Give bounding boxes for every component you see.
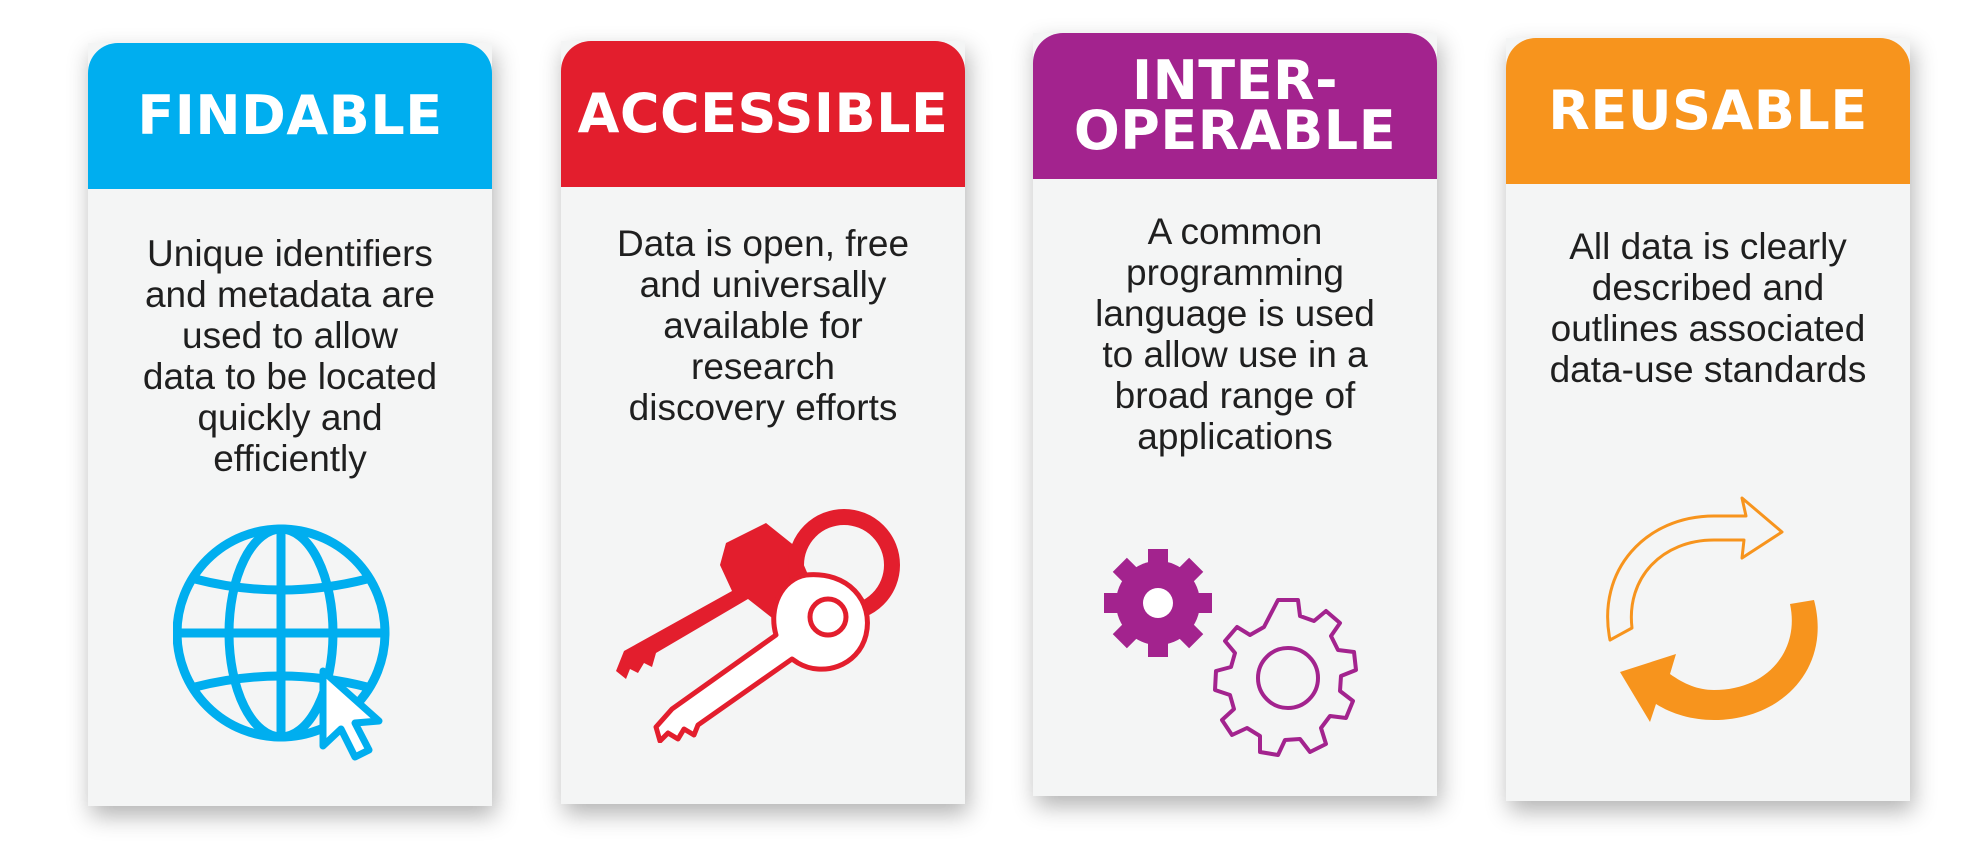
card-description: Unique identifiers and metadata are used… [142,233,438,479]
card-header: ACCESSIBLE [561,41,965,187]
globe-with-cursor-icon [173,524,390,761]
card-title-line-2: OPERABLE [1073,99,1397,162]
card-interoperable: INTER- OPERABLE A common programming lan… [1033,33,1437,796]
card-description: All data is clearly described and outlin… [1549,226,1867,390]
card-findable: FINDABLE Unique identifiers and metadata… [88,43,492,806]
keys-icon [616,509,900,743]
card-title: REUSABLE [1548,79,1868,142]
card-header: FINDABLE [88,43,492,189]
card-accessible: ACCESSIBLE Data is open, free and univer… [561,41,965,804]
card-description: Data is open, free and universally avail… [616,223,910,428]
card-title: ACCESSIBLE [577,82,949,145]
card-header: REUSABLE [1506,38,1910,184]
card-description: A common programming language is used to… [1095,211,1375,457]
recycle-arrows-icon [1606,496,1818,722]
card-header: INTER- OPERABLE [1033,33,1437,179]
card-title: FINDABLE [137,84,443,147]
card-title-line-1: INTER- [1131,49,1338,112]
gears-icon [1104,549,1358,757]
card-reusable: REUSABLE All data is clearly described a… [1506,38,1910,801]
